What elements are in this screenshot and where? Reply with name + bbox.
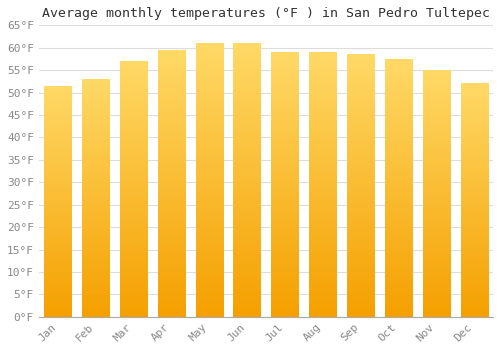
- Title: Average monthly temperatures (°F ) in San Pedro Tultepec: Average monthly temperatures (°F ) in Sa…: [42, 7, 490, 20]
